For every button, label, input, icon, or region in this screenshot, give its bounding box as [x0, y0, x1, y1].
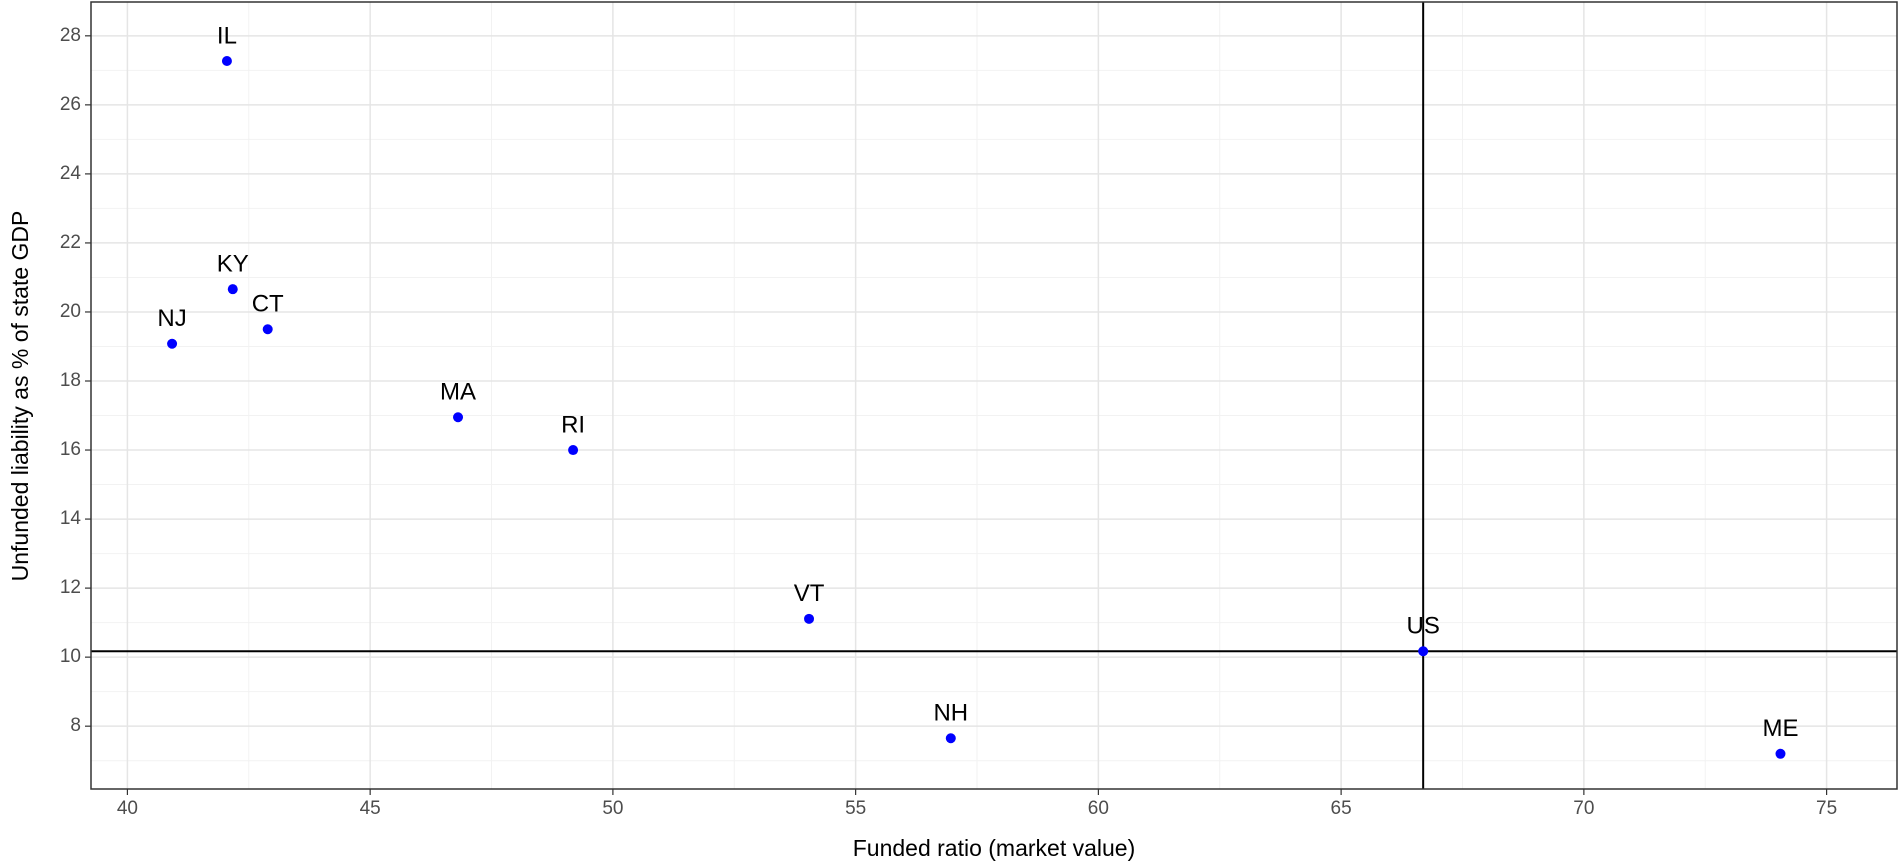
point	[167, 338, 178, 349]
x-tick-label: 55	[845, 798, 866, 819]
y-tick-label: 8	[70, 715, 81, 736]
point-label: VT	[794, 580, 825, 607]
point-label: IL	[217, 22, 237, 49]
x-tick-label: 40	[117, 798, 138, 819]
x-axis-title: Funded ratio (market value)	[853, 835, 1136, 861]
y-tick-label: 26	[60, 94, 81, 115]
y-tick-label: 12	[60, 577, 81, 598]
point-label: NJ	[157, 305, 186, 332]
y-axis-title: Unfunded liability as % of state GDP	[7, 211, 33, 582]
point	[1418, 646, 1429, 657]
y-tick-label: 28	[60, 25, 81, 46]
y-tick-label: 20	[60, 301, 81, 322]
x-tick-label: 75	[1816, 798, 1837, 819]
point-label: MA	[440, 379, 476, 406]
x-tick-label: 50	[602, 798, 623, 819]
y-tick-label: 14	[60, 508, 82, 529]
y-tick-label: 24	[60, 163, 82, 184]
point	[945, 733, 956, 744]
x-tick-label: 70	[1573, 798, 1594, 819]
point-label: ME	[1762, 715, 1798, 742]
x-tick-label: 60	[1088, 798, 1109, 819]
point-label: KY	[217, 251, 249, 278]
point-label: NH	[933, 700, 968, 727]
point	[804, 613, 815, 624]
point	[568, 445, 579, 456]
point-label: CT	[252, 291, 284, 318]
plot-border	[90, 1, 1898, 790]
point-label: RI	[561, 411, 585, 438]
point-label: US	[1406, 613, 1439, 640]
point	[453, 412, 464, 423]
point	[262, 324, 273, 335]
y-tick-label: 10	[60, 646, 81, 667]
x-tick-label: 45	[360, 798, 381, 819]
point	[1775, 748, 1786, 759]
y-tick-label: 22	[60, 232, 81, 253]
y-tick-label: 18	[60, 370, 81, 391]
point	[221, 56, 232, 67]
point	[227, 284, 238, 295]
y-tick-label: 16	[60, 439, 81, 460]
x-tick-label: 65	[1331, 798, 1352, 819]
